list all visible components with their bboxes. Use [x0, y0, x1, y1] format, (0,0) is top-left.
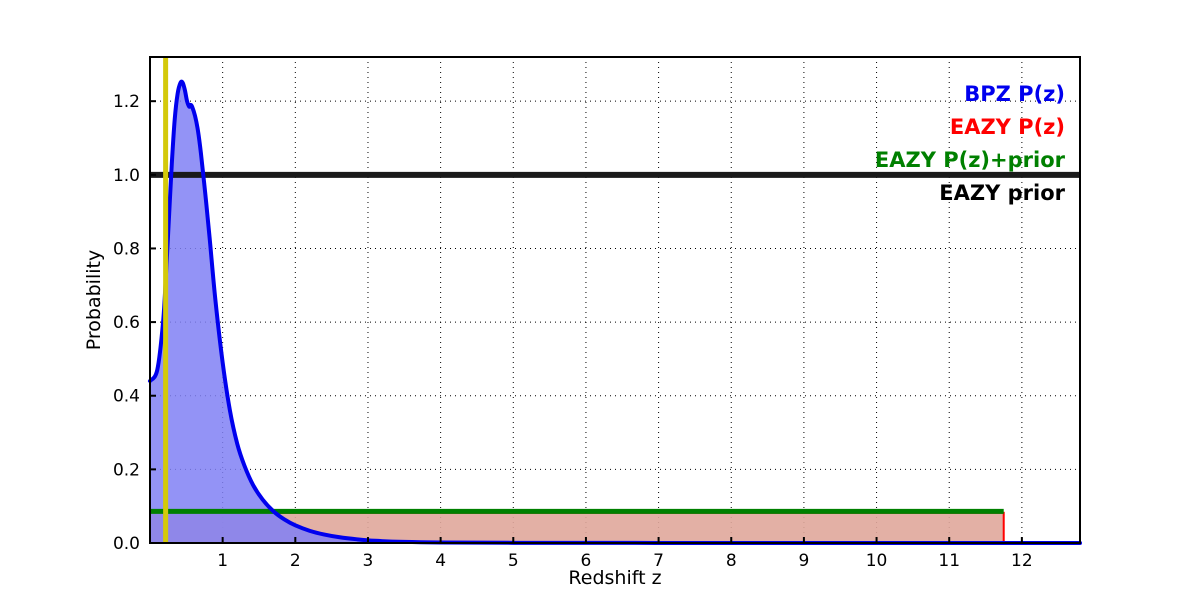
x-tick-label: 2	[290, 551, 301, 571]
legend-label-1: BPZ P(z)	[964, 82, 1065, 106]
legend-label-3: EAZY P(z)+prior	[875, 148, 1066, 172]
plot-area-background	[150, 57, 1080, 543]
y-tick-label: 0.2	[113, 460, 140, 480]
series-area-bpz-pz	[150, 81, 1080, 544]
grid-lines	[150, 57, 1080, 543]
x-tick-label: 7	[653, 551, 664, 571]
y-tick-label: 0.4	[113, 387, 140, 407]
x-tick-label: 6	[581, 551, 592, 571]
y-axis-ticks: 0.0 0.2 0.4 0.6 0.8 1.0 1.2	[113, 92, 156, 554]
x-tick-label: 1	[217, 551, 228, 571]
x-tick-label: 5	[508, 551, 519, 571]
x-axis-ticks: 1 2 3 4 5 6 7 8 9 10 11 12	[217, 537, 1033, 571]
x-tick-label: 3	[363, 551, 374, 571]
y-tick-label: 0.6	[113, 313, 140, 333]
x-tick-label: 12	[1011, 551, 1033, 571]
y-tick-label: 0.8	[113, 239, 140, 259]
plot-frame	[149, 56, 1081, 544]
x-tick-label: 8	[726, 551, 737, 571]
x-tick-label: 9	[798, 551, 809, 571]
y-axis-title: Probability	[83, 250, 105, 350]
legend-label-2: EAZY P(z)	[950, 115, 1065, 139]
x-tick-label: 11	[938, 551, 960, 571]
x-tick-label: 10	[866, 551, 888, 571]
legend: BPZ P(z) EAZY P(z) EAZY P(z)+prior EAZY pri…	[875, 82, 1066, 205]
x-axis-title: Redshift z	[568, 567, 661, 589]
y-tick-label: 1.2	[113, 92, 140, 112]
legend-label-4: EAZY prior	[939, 181, 1065, 205]
y-tick-label: 0.0	[113, 534, 140, 554]
x-tick-label: 4	[435, 551, 446, 571]
y-tick-label: 1.0	[113, 166, 140, 186]
